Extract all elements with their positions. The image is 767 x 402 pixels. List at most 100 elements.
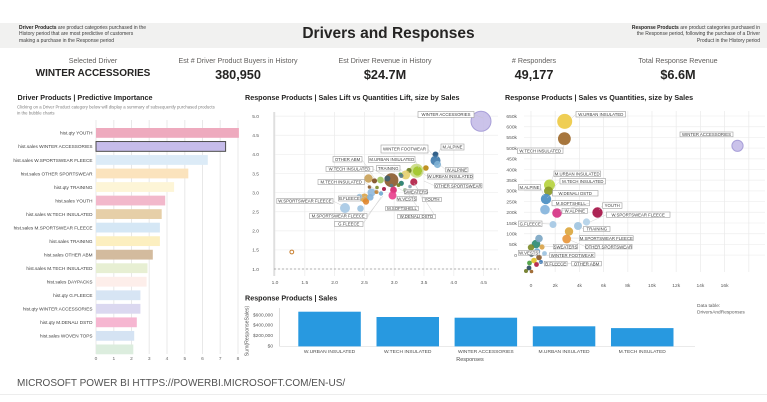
svg-text:W.URBAN INSULATED: W.URBAN INSULATED	[304, 349, 356, 355]
svg-text:M.SPORTSWEAR FLEECE: M.SPORTSWEAR FLEECE	[580, 236, 633, 241]
svg-text:M.URBAN INSULATED: M.URBAN INSULATED	[539, 349, 590, 355]
svg-text:500k: 500k	[506, 146, 517, 152]
svg-text:2k: 2k	[553, 283, 559, 289]
svg-text:2.0: 2.0	[252, 229, 259, 235]
svg-text:W.ALPINE: W.ALPINE	[565, 209, 585, 214]
svg-text:$400,000: $400,000	[253, 323, 273, 329]
svg-text:Driver Products | Predictive I: Driver Products | Predictive Importance	[18, 93, 153, 102]
svg-text:WINTER ACCESSORIES: WINTER ACCESSORIES	[682, 132, 731, 137]
svg-text:M.SOFTSHELL: M.SOFTSHELL	[556, 201, 586, 206]
svg-text:W.DENALI DSTD: W.DENALI DSTD	[558, 191, 591, 196]
svg-text:$200,000: $200,000	[253, 333, 273, 339]
svg-text:0: 0	[530, 283, 533, 289]
svg-text:200k: 200k	[506, 210, 517, 216]
svg-text:12k: 12k	[672, 283, 680, 289]
svg-text:WINTER FOOTWEAR: WINTER FOOTWEAR	[383, 147, 426, 152]
svg-text:150k: 150k	[506, 221, 517, 227]
svg-text:0: 0	[95, 356, 98, 362]
svg-text:3.0: 3.0	[391, 280, 398, 286]
svg-text:Response Products | Sales Lift: Response Products | Sales Lift vs Quanti…	[245, 93, 460, 102]
svg-text:M.URBAN INSULATED: M.URBAN INSULATED	[369, 157, 414, 162]
svg-text:hist.qty WINTER ACCESSORIES: hist.qty WINTER ACCESSORIES	[23, 307, 93, 312]
svg-text:6k: 6k	[601, 283, 607, 289]
svg-text:B.FLEECE: B.FLEECE	[339, 196, 360, 201]
svg-text:4: 4	[166, 356, 169, 362]
svg-text:0: 0	[514, 253, 517, 259]
svg-text:W.ALPINE: W.ALPINE	[447, 167, 467, 172]
svg-text:M.ALPINE: M.ALPINE	[442, 145, 462, 150]
svg-text:14k: 14k	[696, 283, 704, 289]
svg-text:WINTER FOOTWEAR: WINTER FOOTWEAR	[551, 253, 594, 258]
svg-text:hist.qty TRAINING: hist.qty TRAINING	[54, 185, 93, 190]
svg-text:M.URBAN INSULATED: M.URBAN INSULATED	[555, 171, 600, 176]
svg-text:Responses: Responses	[456, 357, 484, 363]
svg-text:6: 6	[201, 356, 204, 362]
svg-text:WINTER ACCESSORIES: WINTER ACCESSORIES	[422, 112, 471, 117]
svg-text:8: 8	[237, 356, 240, 362]
svg-text:$0: $0	[268, 344, 274, 350]
svg-text:1.5: 1.5	[252, 248, 259, 254]
svg-text:YOUTH: YOUTH	[605, 203, 620, 208]
svg-text:hist.qty G.FLEECE: hist.qty G.FLEECE	[53, 293, 92, 298]
svg-text:W.VESTS: W.VESTS	[397, 196, 416, 201]
svg-text:W.SPORTSWEAR FLEECE: W.SPORTSWEAR FLEECE	[611, 212, 665, 217]
svg-text:W.DENALI DSTD: W.DENALI DSTD	[400, 214, 433, 219]
svg-text:W.TECH INSULATED: W.TECH INSULATED	[384, 349, 432, 355]
svg-text:W.URBAN INSULATED: W.URBAN INSULATED	[578, 112, 623, 117]
svg-text:$600,000: $600,000	[253, 312, 273, 318]
svg-text:OTHER SPORTSWEAR: OTHER SPORTSWEAR	[435, 183, 482, 188]
svg-text:Clicking on a Driver Product c: Clicking on a Driver Product category be…	[17, 104, 215, 109]
svg-text:hist.sales W.SPORTSWEAR FLEECE: hist.sales W.SPORTSWEAR FLEECE	[13, 158, 92, 163]
svg-text:YOUTH: YOUTH	[424, 197, 439, 202]
svg-text:2: 2	[130, 356, 133, 362]
svg-text:300k: 300k	[506, 189, 517, 195]
svg-text:hist.sales OTHER ABM: hist.sales OTHER ABM	[44, 252, 93, 257]
svg-text:2.5: 2.5	[361, 280, 368, 286]
svg-text:hist.sales M.TECH INSULATED: hist.sales M.TECH INSULATED	[26, 266, 93, 271]
svg-text:TRAINING: TRAINING	[378, 166, 399, 171]
svg-text:8k: 8k	[625, 283, 631, 289]
svg-text:M.TECH INSULATED: M.TECH INSULATED	[320, 180, 361, 185]
svg-text:3.0: 3.0	[252, 190, 259, 196]
svg-text:OTHER ABM: OTHER ABM	[574, 261, 600, 266]
svg-text:hist.sales WINTER ACCESSORIES: hist.sales WINTER ACCESSORIES	[18, 144, 92, 149]
svg-text:650k: 650k	[506, 114, 517, 120]
svg-text:hist.qty M.DENALI DSTD: hist.qty M.DENALI DSTD	[40, 320, 93, 325]
svg-text:G.FLEECE: G.FLEECE	[338, 222, 359, 227]
svg-text:W.SPORTSWEAR FLEECE: W.SPORTSWEAR FLEECE	[278, 199, 332, 204]
svg-text:5.0: 5.0	[252, 114, 259, 120]
svg-text:DriversAndResponses: DriversAndResponses	[697, 310, 745, 316]
svg-text:W.TECH INSULATED: W.TECH INSULATED	[519, 148, 561, 153]
svg-text:hist.qty YOUTH: hist.qty YOUTH	[60, 131, 92, 136]
svg-text:600k: 600k	[506, 125, 517, 131]
svg-text:hist.sales YOUTH: hist.sales YOUTH	[55, 198, 92, 203]
svg-text:W.URBAN INSULATED: W.URBAN INSULATED	[428, 174, 473, 179]
svg-text:G.FLEECE: G.FLEECE	[520, 221, 541, 226]
svg-text:TRAINING: TRAINING	[587, 227, 608, 232]
svg-text:Response Products | Sales vs Q: Response Products | Sales vs Quantities,…	[505, 93, 693, 102]
svg-text:WINTER ACCESSORIES: WINTER ACCESSORIES	[458, 349, 514, 355]
svg-text:450k: 450k	[506, 157, 517, 163]
svg-text:1.5: 1.5	[301, 280, 308, 286]
svg-text:2.0: 2.0	[331, 280, 338, 286]
svg-text:SWEATERS: SWEATERS	[404, 189, 428, 194]
svg-text:SWEATERS: SWEATERS	[554, 244, 578, 249]
svg-text:4.0: 4.0	[450, 280, 457, 286]
svg-text:5: 5	[183, 356, 186, 362]
svg-text:hist.sales TRAINING: hist.sales TRAINING	[49, 239, 93, 244]
svg-text:550k: 550k	[506, 135, 517, 141]
svg-text:3.5: 3.5	[252, 171, 259, 177]
svg-text:1.0: 1.0	[272, 280, 279, 286]
svg-text:10k: 10k	[648, 283, 656, 289]
svg-text:3: 3	[148, 356, 151, 362]
svg-text:4.5: 4.5	[480, 280, 487, 286]
svg-text:M.TECH INSULATED: M.TECH INSULATED	[619, 349, 667, 355]
svg-text:M.SPORTSWEAR FLEECE: M.SPORTSWEAR FLEECE	[312, 214, 365, 219]
svg-text:16k: 16k	[721, 283, 729, 289]
svg-text:4.5: 4.5	[252, 133, 259, 139]
svg-text:1: 1	[112, 356, 115, 362]
svg-text:hist.sales WOVEN TOPS: hist.sales WOVEN TOPS	[40, 334, 92, 339]
svg-text:W.TECH INSULATED: W.TECH INSULATED	[329, 167, 371, 172]
svg-text:OTHER SPORTSWEAR: OTHER SPORTSWEAR	[585, 244, 632, 249]
svg-text:Response Products | Sales: Response Products | Sales	[245, 293, 337, 302]
